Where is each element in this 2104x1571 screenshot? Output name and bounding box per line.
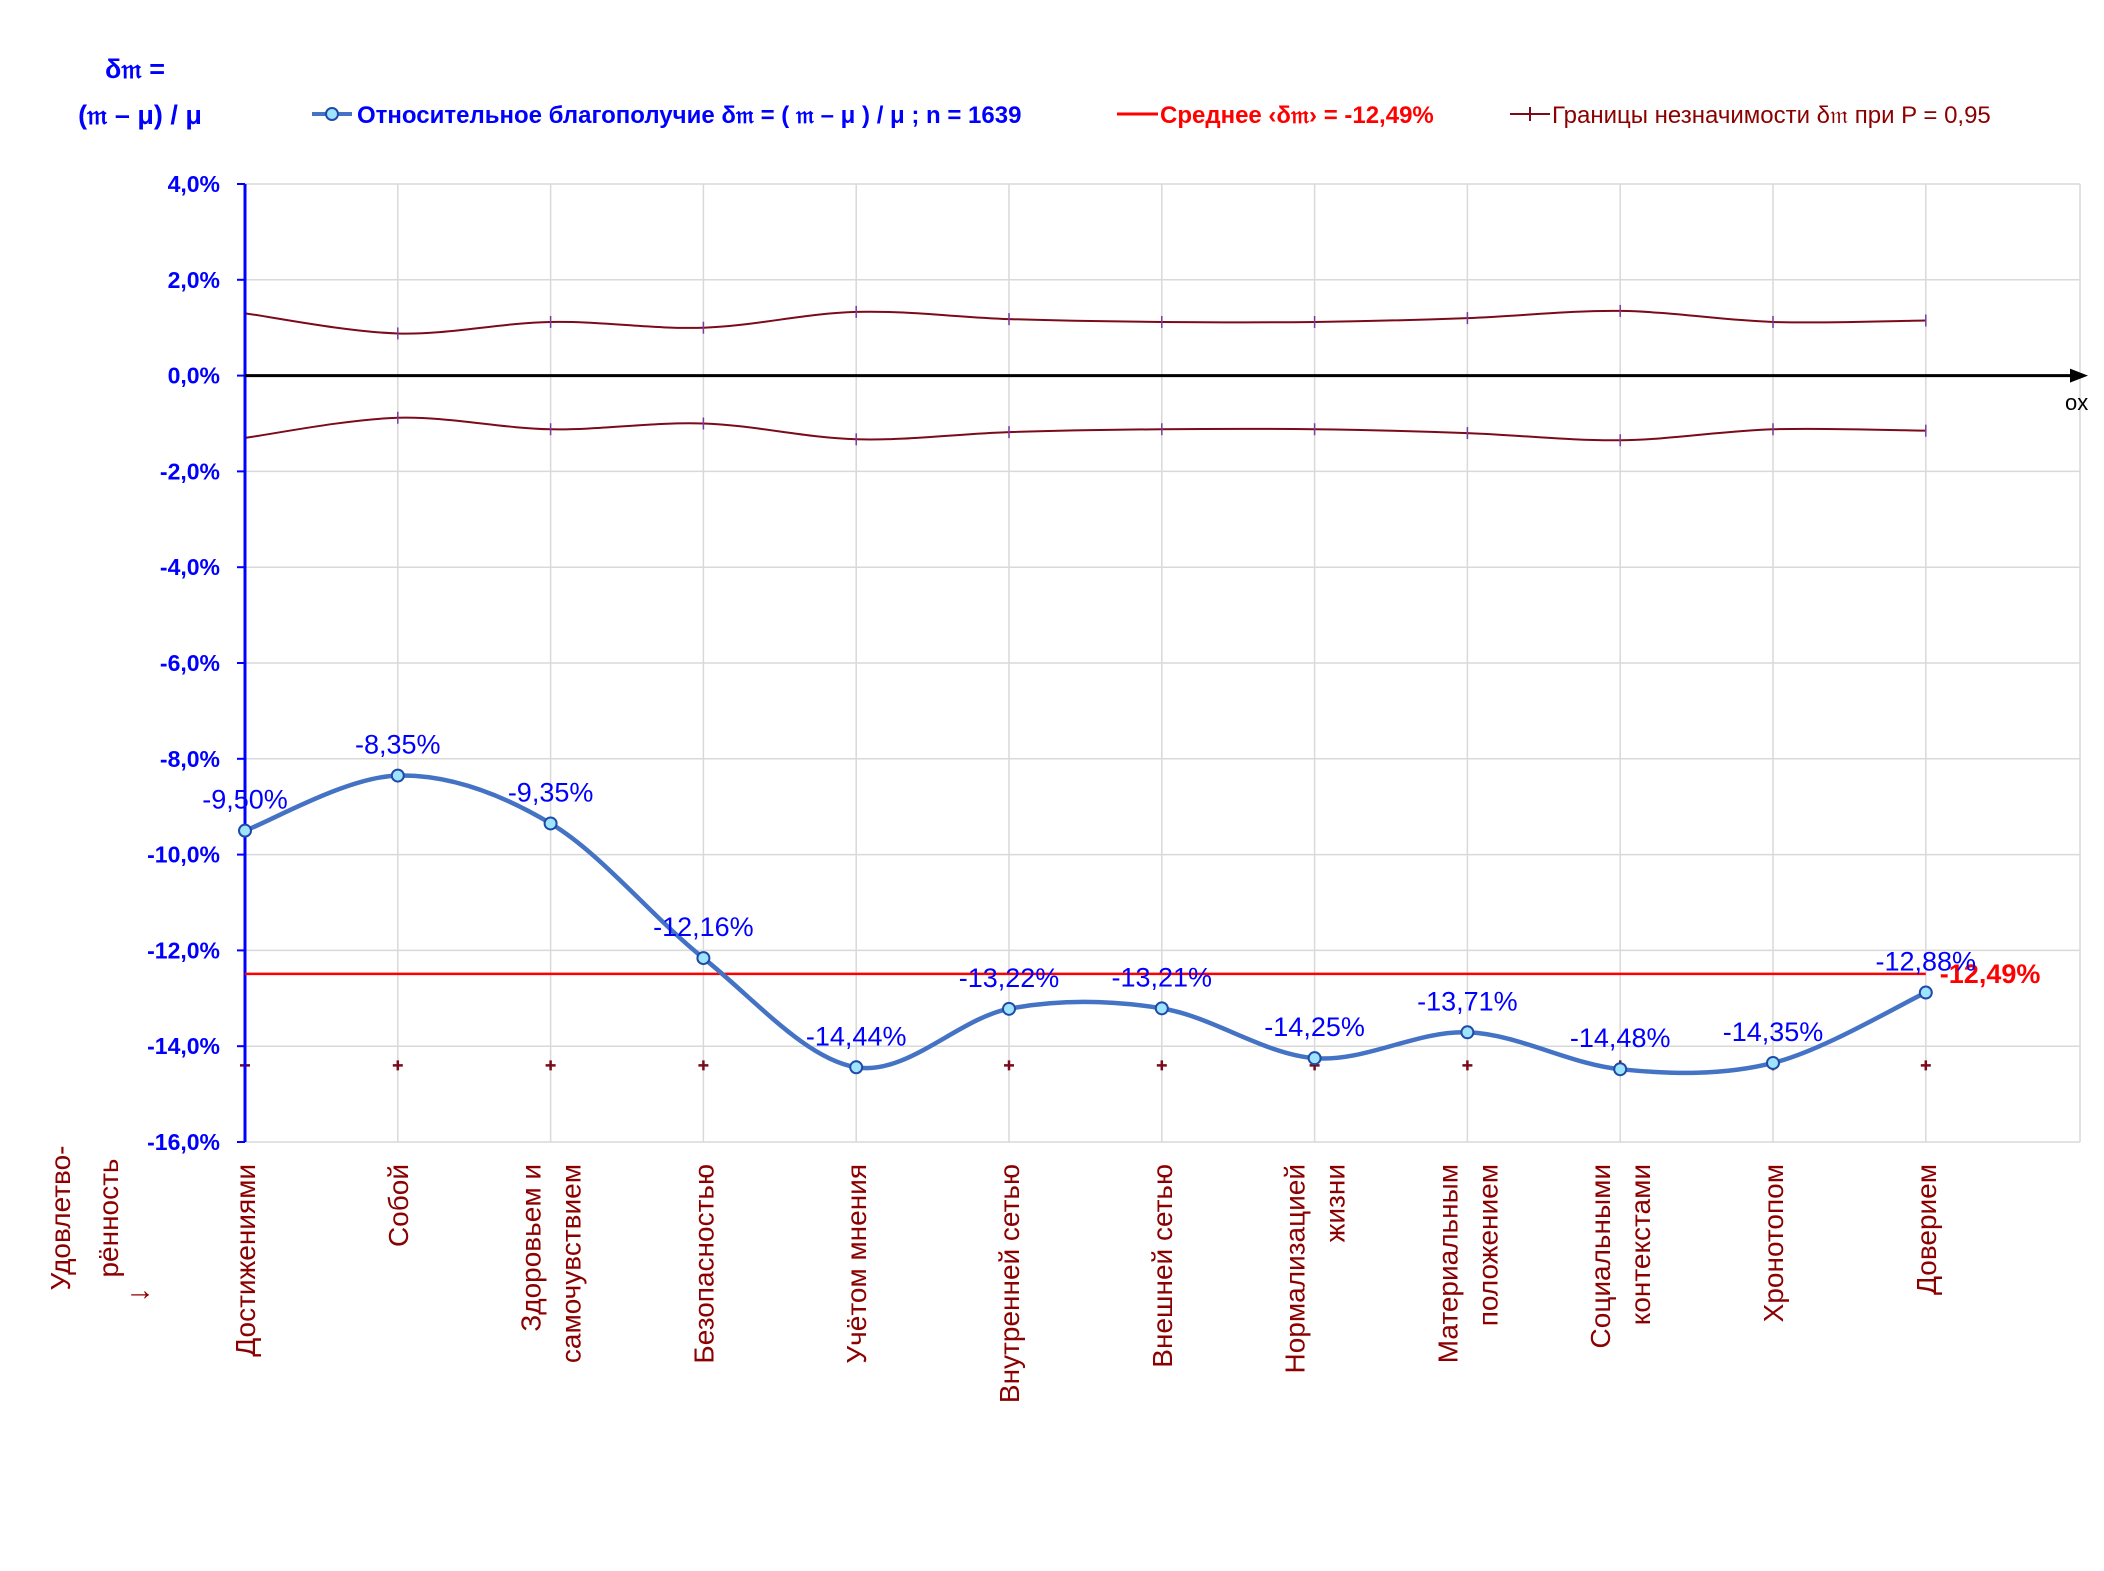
category-label: Материальным bbox=[1432, 1164, 1463, 1363]
data-label: -12,88% bbox=[1876, 947, 1977, 977]
legend-item-series: Относительное благополучие δ𝔪 = ( 𝔪 – μ … bbox=[312, 102, 1021, 129]
series-line bbox=[244, 773, 1927, 1076]
y-tick-label: -6,0% bbox=[160, 650, 220, 676]
series-layer bbox=[238, 768, 1933, 1077]
category-label: Учётом мнения bbox=[841, 1164, 872, 1364]
category-label: Внутренней сетью bbox=[994, 1164, 1025, 1403]
data-point bbox=[1002, 1001, 1016, 1016]
y-axis-title-line1: δ𝔪 = bbox=[105, 54, 165, 84]
x-axis-title-line: Удовлетво- bbox=[45, 1145, 76, 1290]
y-tick-label: -12,0% bbox=[147, 937, 220, 963]
category-label: Собой bbox=[383, 1164, 414, 1247]
data-point bbox=[543, 816, 558, 831]
data-label: -13,22% bbox=[959, 963, 1060, 993]
category-label: жизни bbox=[1320, 1164, 1351, 1242]
category-label: Социальными bbox=[1585, 1164, 1616, 1348]
y-tick-label: -16,0% bbox=[147, 1129, 220, 1155]
legend-item-mean: Среднее ‹δ𝔪› = -12,49% bbox=[1117, 102, 1434, 129]
data-label: -14,35% bbox=[1723, 1017, 1824, 1047]
x-axis-name: ox bbox=[2065, 390, 2088, 415]
data-point bbox=[390, 768, 405, 783]
y-tick-label: 4,0% bbox=[168, 171, 220, 197]
data-point bbox=[849, 1060, 864, 1075]
y-tick-label: -14,0% bbox=[147, 1033, 220, 1059]
data-point bbox=[1766, 1055, 1780, 1070]
bottom-marker bbox=[1156, 1060, 1167, 1071]
legend-label-mean: Среднее ‹δ𝔪› = -12,49% bbox=[1160, 102, 1434, 129]
label-layer: -9,50% -8,35% -9,35% -12,16% -14,44% -13,22% -… bbox=[202, 730, 1976, 1054]
data-label: -9,35% bbox=[508, 777, 594, 807]
bounds-layer bbox=[240, 304, 1931, 1071]
data-point bbox=[696, 951, 711, 966]
category-label: Доверием bbox=[1911, 1164, 1942, 1295]
legend-item-bounds: Границы незначимости δ𝔪 при P = 0,95 bbox=[1510, 102, 1991, 129]
y-tick-label: 0,0% bbox=[168, 363, 220, 389]
legend-label-bounds: Границы незначимости δ𝔪 при P = 0,95 bbox=[1552, 102, 1991, 129]
data-point bbox=[1613, 1062, 1628, 1077]
bottom-marker bbox=[698, 1060, 709, 1071]
category-label: Нормализацией bbox=[1280, 1164, 1311, 1373]
legend: Относительное благополучие δ𝔪 = ( 𝔪 – μ … bbox=[312, 102, 1991, 129]
bottom-marker bbox=[1462, 1060, 1473, 1071]
category-label: положением bbox=[1472, 1164, 1503, 1326]
category-label: Здоровьем и bbox=[516, 1164, 547, 1332]
bottom-marker bbox=[1004, 1060, 1014, 1071]
data-label: -8,35% bbox=[355, 730, 441, 760]
bottom-marker bbox=[545, 1060, 556, 1071]
bound-line-upper bbox=[244, 309, 1926, 335]
data-label: -14,25% bbox=[1264, 1012, 1365, 1042]
x-axis-arrow bbox=[2070, 368, 2088, 383]
mean-label: -12,49% bbox=[1940, 959, 2041, 989]
data-label: -12,16% bbox=[653, 912, 754, 942]
bottom-marker bbox=[1920, 1060, 1931, 1071]
bottom-marker bbox=[392, 1060, 403, 1071]
mean-layer: -12,49% bbox=[245, 959, 2040, 989]
category-labels: Достижениями Собой Здоровьем и самочувствие… bbox=[230, 1164, 1942, 1403]
y-tick-label: 2,0% bbox=[168, 267, 220, 293]
data-point bbox=[238, 823, 252, 838]
y-tick-label: -10,0% bbox=[147, 842, 220, 868]
data-label: -13,71% bbox=[1417, 986, 1518, 1016]
data-point bbox=[1307, 1051, 1322, 1066]
category-label: Внешней сетью bbox=[1147, 1164, 1178, 1368]
data-label: -13,21% bbox=[1112, 962, 1213, 992]
category-label: самочувствием bbox=[556, 1164, 587, 1363]
data-point bbox=[1918, 985, 1933, 1000]
y-tick-label: -8,0% bbox=[160, 746, 220, 772]
bound-line-lower bbox=[244, 416, 1926, 442]
x-axis-title: Удовлетво-рённость ↓ bbox=[45, 1145, 155, 1302]
legend-label-series: Относительное благополучие δ𝔪 = ( 𝔪 – μ … bbox=[357, 102, 1021, 129]
data-point bbox=[1154, 1001, 1169, 1016]
data-point bbox=[1460, 1025, 1475, 1040]
x-axis-title-line: рённость bbox=[93, 1158, 124, 1277]
axis-layer: 4,0% 2,0% 0,0% -2,0% -4,0% -6,0% -8,0% -10,0% -1… bbox=[147, 171, 2088, 1155]
y-tick-label: -2,0% bbox=[160, 458, 220, 484]
category-label: Безопасностью bbox=[688, 1164, 719, 1364]
category-label: Хронотопом bbox=[1758, 1164, 1789, 1322]
x-axis-title-arrow: ↓ bbox=[122, 1288, 155, 1303]
data-label: -9,50% bbox=[202, 785, 288, 815]
grid-layer bbox=[245, 183, 2081, 1143]
category-label: Достижениями bbox=[230, 1164, 261, 1357]
y-axis-title-line2: (𝔪 – μ) / μ bbox=[78, 100, 202, 130]
data-label: -14,44% bbox=[806, 1021, 907, 1051]
data-label: -14,48% bbox=[1570, 1023, 1671, 1053]
category-label: контекстами bbox=[1625, 1164, 1656, 1325]
y-tick-label: -4,0% bbox=[160, 554, 220, 580]
